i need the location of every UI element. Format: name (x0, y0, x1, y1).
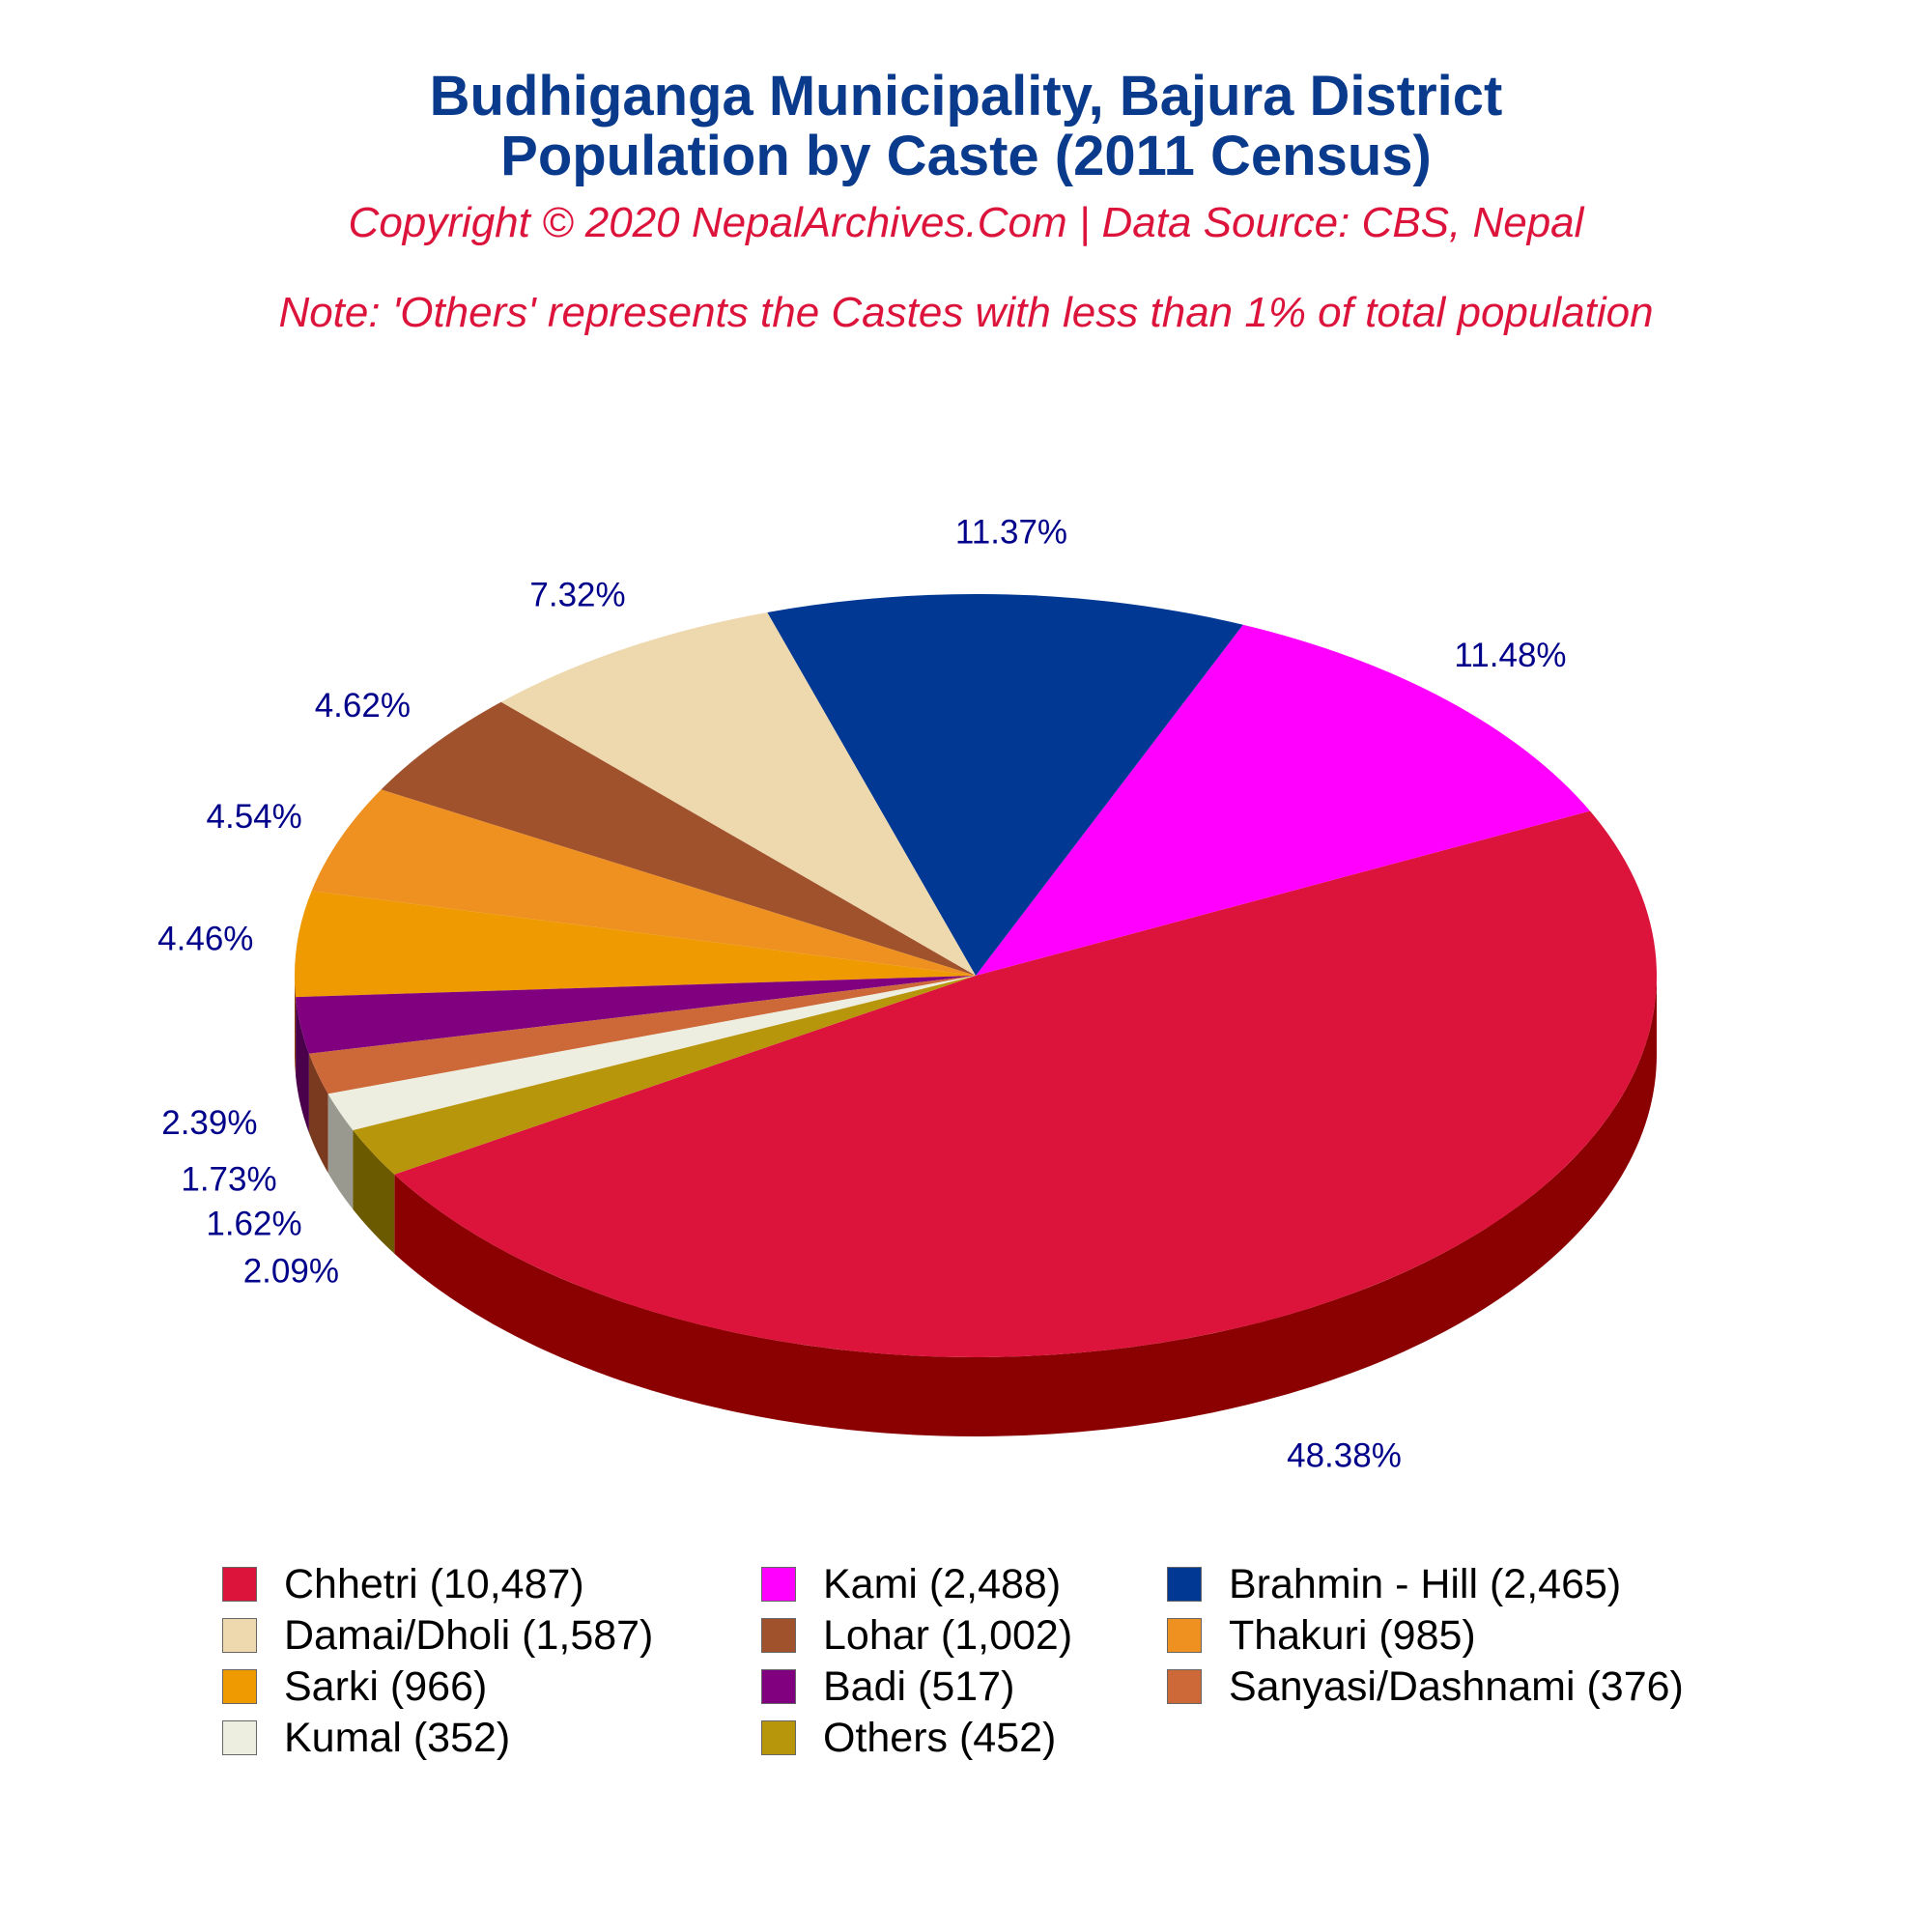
note-text: Note: 'Others' represents the Castes wit… (278, 289, 1654, 336)
legend-swatch (222, 1669, 257, 1704)
legend-item-kami: Kami (2,488) (761, 1560, 1061, 1608)
slice-kumal[interactable] (327, 976, 976, 1130)
legend-label: Lohar (1,002) (823, 1611, 1073, 1659)
chart-title-line1: Budhiganga Municipality, Bajura District (429, 65, 1503, 128)
legend-item-badi: Badi (517) (761, 1662, 1014, 1711)
side-chhetri (394, 976, 1657, 1436)
legend-label: Sanyasi/Dashnami (376) (1229, 1662, 1684, 1710)
percent-label-thakuri: 4.54% (207, 798, 302, 836)
side-badi (296, 997, 309, 1133)
slice-chhetri[interactable] (394, 810, 1658, 1358)
slice-brahmin-hill[interactable] (767, 594, 1243, 976)
legend-swatch (222, 1567, 257, 1602)
pie-sides (295, 976, 1657, 1436)
slice-thakuri[interactable] (311, 789, 976, 976)
legend-swatch (761, 1567, 796, 1602)
percent-label-others: 2.09% (243, 1252, 339, 1290)
percent-label-chhetri: 48.38% (1287, 1436, 1402, 1474)
slice-others[interactable] (353, 976, 976, 1175)
legend-label: Thakuri (985) (1229, 1611, 1476, 1659)
slice-sarki[interactable] (295, 891, 976, 998)
legend-item-lohar: Lohar (1,002) (761, 1611, 1072, 1660)
legend-swatch (1167, 1618, 1202, 1653)
side-sarki (295, 976, 297, 1077)
percent-labels: 48.38% 11.48% 11.37% 7.32% 4.62% 4.54% 4.46% 2.… (157, 513, 1566, 1474)
legend-item-sanyasi-dashnami: Sanyasi/Dashnami (376) (1167, 1662, 1684, 1711)
legend-label: Sarki (966) (284, 1662, 488, 1710)
legend-label: Chhetri (10,487) (284, 1560, 584, 1607)
legend-item-sarki: Sarki (966) (222, 1662, 487, 1711)
percent-label-badi: 2.39% (161, 1104, 257, 1142)
slice-lohar[interactable] (381, 701, 976, 976)
legend-swatch (761, 1669, 796, 1704)
legend-label: Brahmin - Hill (2,465) (1229, 1560, 1622, 1607)
legend-label: Damai/Dholi (1,587) (284, 1611, 654, 1659)
percent-label-brahmin-hill: 11.37% (955, 513, 1067, 551)
chart-title-line2: Population by Caste (2011 Census) (500, 125, 1432, 187)
percent-label-sarki: 4.46% (157, 920, 253, 957)
legend-swatch (222, 1720, 257, 1755)
percent-label-sanyasi-dashnami: 1.73% (181, 1160, 276, 1198)
percent-label-damai-dholi: 7.32% (529, 577, 625, 614)
legend-swatch (1167, 1669, 1202, 1704)
legend-item-brahmin-hill: Brahmin - Hill (2,465) (1167, 1560, 1621, 1608)
slice-kami[interactable] (976, 624, 1590, 976)
side-sanyasi-dashnami (308, 1053, 328, 1174)
copyright-text: Copyright © 2020 NepalArchives.Com | Dat… (348, 199, 1584, 246)
legend-item-kumal: Kumal (352) (222, 1714, 510, 1762)
slice-sanyasi-dashnami[interactable] (308, 976, 977, 1094)
pie-slices (295, 594, 1658, 1358)
legend-swatch (222, 1618, 257, 1653)
percent-label-kumal: 1.62% (206, 1206, 301, 1243)
side-others (353, 1129, 395, 1254)
legend-item-others: Others (452) (761, 1714, 1056, 1762)
legend-item-damai-dholi: Damai/Dholi (1,587) (222, 1611, 653, 1660)
legend-label: Badi (517) (823, 1662, 1015, 1710)
legend-swatch (761, 1618, 796, 1653)
slice-badi[interactable] (296, 976, 976, 1054)
side-kumal (327, 1094, 354, 1209)
legend-swatch (1167, 1567, 1202, 1602)
percent-label-kami: 11.48% (1454, 637, 1566, 674)
slice-damai-dholi[interactable] (500, 611, 976, 976)
legend-label: Others (452) (823, 1714, 1057, 1761)
legend-label: Kami (2,488) (823, 1560, 1062, 1607)
legend-item-chhetri: Chhetri (10,487) (222, 1560, 584, 1608)
percent-label-lohar: 4.62% (315, 687, 411, 724)
legend-swatch (761, 1720, 796, 1755)
legend-label: Kumal (352) (284, 1714, 511, 1761)
legend-item-thakuri: Thakuri (985) (1167, 1611, 1476, 1660)
